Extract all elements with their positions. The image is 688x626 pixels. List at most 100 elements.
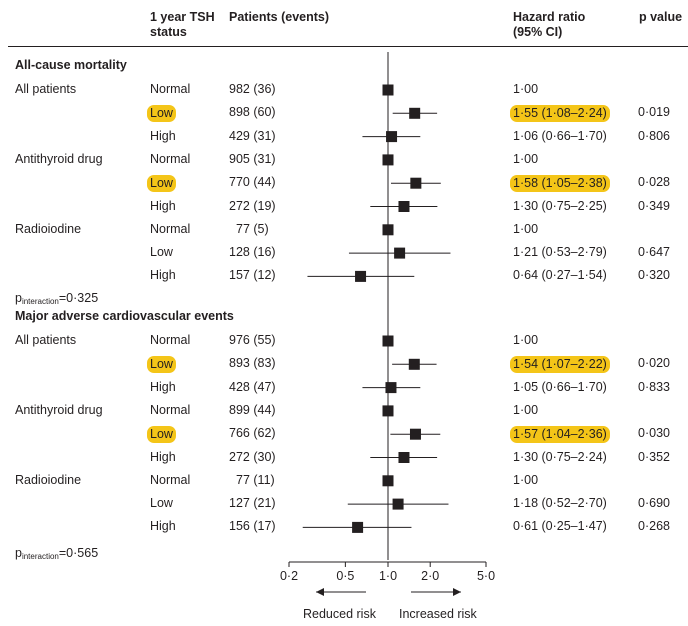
x-tick-label: 2·0 bbox=[421, 569, 440, 583]
p-value: 0·028 bbox=[638, 175, 670, 190]
p-value: 0·020 bbox=[638, 356, 670, 371]
x-tick-label: 0·5 bbox=[336, 569, 355, 583]
interaction-p-subscript: interaction bbox=[21, 552, 59, 561]
hr-point bbox=[355, 270, 367, 282]
hr-point bbox=[382, 335, 394, 347]
p-value: 0·352 bbox=[638, 449, 670, 464]
patients-events: 898 (60) bbox=[229, 105, 276, 120]
tsh-status-label: Normal bbox=[150, 82, 191, 96]
patients-events: 428 (47) bbox=[229, 379, 276, 394]
hazard-ratio-text: 1·00 bbox=[513, 333, 539, 347]
patients-events: 272 (30) bbox=[229, 449, 276, 464]
section-title: Major adverse cardiovascular events bbox=[15, 309, 234, 323]
group-label: Antithyroid drug bbox=[15, 402, 103, 417]
hazard-ratio-text: 1·06 (0·66–1·70) bbox=[513, 128, 607, 143]
group-label: All patients bbox=[15, 333, 77, 347]
p-value: 0·320 bbox=[638, 268, 670, 283]
p-value: 0·019 bbox=[638, 105, 670, 120]
patients-events: 899 (44) bbox=[229, 402, 276, 417]
p-value: 0·268 bbox=[638, 519, 670, 534]
p-value: 0·647 bbox=[638, 245, 670, 260]
hr-point bbox=[382, 224, 394, 236]
patients-events: 976 (55) bbox=[229, 333, 276, 347]
patients-events: 157 (12) bbox=[229, 268, 276, 283]
tsh-status-label: Normal bbox=[150, 221, 191, 236]
header-hazard-ratio: Hazard ratio (95% CI) bbox=[513, 10, 586, 39]
hr-point bbox=[409, 428, 421, 440]
hazard-ratio-text: 1·00 bbox=[513, 151, 539, 166]
hazard-ratio-text: 1·00 bbox=[513, 472, 539, 487]
group-label: Radioiodine bbox=[15, 472, 82, 487]
hr-point bbox=[398, 201, 410, 212]
hr-point bbox=[385, 382, 397, 394]
patients-events: 156 (17) bbox=[229, 519, 276, 534]
hr-point bbox=[392, 498, 404, 510]
tsh-status-label: Low bbox=[147, 356, 176, 374]
tsh-status-label: High bbox=[150, 268, 176, 283]
reduced-risk-label: Reduced risk bbox=[303, 607, 376, 621]
tsh-status-label: Low bbox=[147, 426, 176, 444]
interaction-p-symbol: p bbox=[15, 546, 22, 560]
hr-point bbox=[382, 405, 394, 417]
patients-events: 128 (16) bbox=[229, 245, 276, 260]
interaction-p-value: =0·565 bbox=[58, 546, 99, 560]
tsh-status-label: Normal bbox=[150, 151, 191, 166]
x-tick-label: 0·2 bbox=[279, 569, 299, 583]
hr-point bbox=[410, 177, 422, 189]
patients-events: 77 (5) bbox=[236, 221, 269, 236]
hazard-ratio-text: 0·64 (0·27–1·54) bbox=[513, 268, 607, 283]
hazard-ratio-text: 0·61 (0·25–1·47) bbox=[513, 519, 607, 534]
tsh-status-label: High bbox=[150, 128, 176, 143]
x-tick-label: 5·0 bbox=[476, 569, 496, 583]
hazard-ratio-text: 1·05 (0·66–1·70) bbox=[513, 379, 607, 394]
interaction-p-subscript: interaction bbox=[21, 297, 59, 306]
hr-point bbox=[394, 247, 406, 259]
hr-point bbox=[408, 358, 420, 370]
hr-point bbox=[382, 475, 394, 487]
increased-risk-label: Increased risk bbox=[399, 607, 477, 621]
tsh-status-label: Normal bbox=[150, 472, 191, 487]
hazard-ratio-text: 1·57 (1·04–2·36) bbox=[510, 426, 610, 444]
hazard-ratio-text: 1·30 (0·75–2·25) bbox=[513, 198, 607, 213]
interaction-p-value: =0·325 bbox=[58, 291, 99, 305]
increased-risk-arrow-head bbox=[453, 588, 461, 596]
interaction-p-symbol: p bbox=[15, 291, 22, 305]
patients-events: 905 (31) bbox=[229, 151, 276, 166]
group-label: All patients bbox=[15, 82, 77, 96]
reduced-risk-arrow-head bbox=[316, 588, 324, 596]
tsh-status-label: Normal bbox=[150, 402, 191, 417]
header-tsh-status: 1 year TSH status bbox=[150, 10, 215, 39]
header-p-value: p value bbox=[639, 10, 683, 24]
patients-events: 429 (31) bbox=[229, 128, 276, 143]
header-patients: Patients (events) bbox=[229, 10, 330, 24]
hr-point bbox=[398, 452, 410, 463]
tsh-status-label: Low bbox=[150, 496, 173, 511]
p-value: 0·833 bbox=[638, 379, 670, 394]
hr-point bbox=[382, 154, 394, 166]
section-title: All-cause mortality bbox=[15, 58, 127, 72]
patients-events: 766 (62) bbox=[229, 426, 276, 441]
hr-point bbox=[352, 521, 364, 533]
patients-events: 127 (21) bbox=[229, 496, 276, 511]
hazard-ratio-text: 1·21 (0·53–2·79) bbox=[513, 245, 607, 260]
hr-point bbox=[409, 107, 421, 119]
hazard-ratio-text: 1·54 (1·07–2·22) bbox=[510, 356, 610, 374]
hazard-ratio-text: 1·00 bbox=[513, 82, 539, 96]
tsh-status-label: Low bbox=[150, 245, 173, 260]
tsh-status-label: Low bbox=[147, 105, 176, 123]
hazard-ratio-text: 1·18 (0·52–2·70) bbox=[513, 496, 607, 511]
tsh-status-label: Normal bbox=[150, 333, 191, 347]
group-label: Antithyroid drug bbox=[15, 151, 103, 166]
p-value: 0·806 bbox=[638, 128, 670, 143]
tsh-status-label: High bbox=[150, 198, 176, 213]
patients-events: 272 (19) bbox=[229, 198, 276, 213]
group-label: Radioiodine bbox=[15, 221, 82, 236]
tsh-status-label: High bbox=[150, 519, 176, 534]
p-value: 0·690 bbox=[638, 496, 670, 511]
tsh-status-label: High bbox=[150, 379, 176, 394]
tsh-status-label: High bbox=[150, 449, 176, 464]
hazard-ratio-text: 1·00 bbox=[513, 402, 539, 417]
hazard-ratio-text: 1·55 (1·08–2·24) bbox=[510, 105, 610, 123]
patients-events: 770 (44) bbox=[229, 175, 276, 190]
